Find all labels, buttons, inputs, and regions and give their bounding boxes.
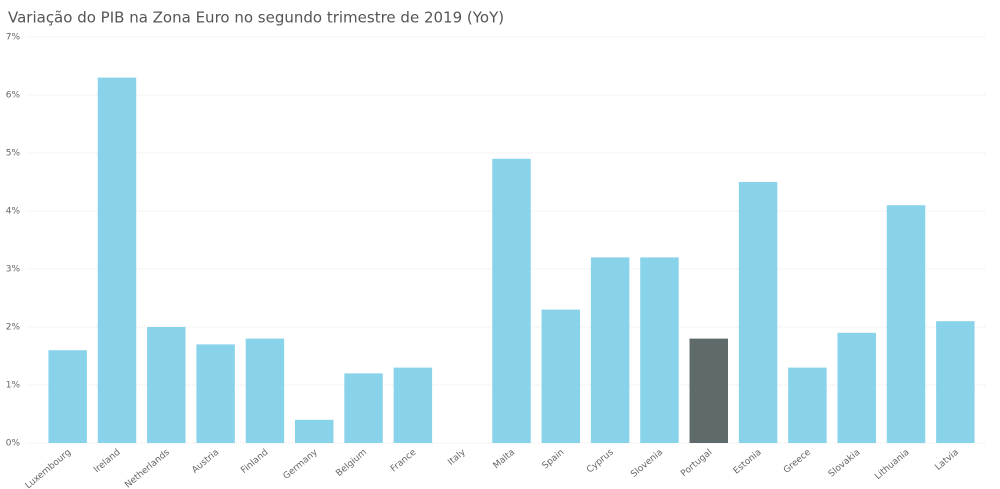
bar bbox=[936, 321, 975, 443]
x-tick-label: Slovenia bbox=[629, 448, 665, 480]
bar bbox=[393, 367, 433, 443]
y-tick-label: 2% bbox=[6, 323, 21, 333]
bar bbox=[541, 309, 581, 443]
bar bbox=[590, 257, 630, 443]
x-tick-label: Estonia bbox=[732, 448, 764, 477]
x-tick-label: Slovakia bbox=[827, 448, 862, 480]
x-tick-label: Greece bbox=[782, 447, 813, 476]
bar bbox=[837, 332, 876, 443]
bar bbox=[886, 205, 926, 443]
x-tick-label: Finland bbox=[239, 448, 270, 476]
bar bbox=[492, 158, 531, 444]
x-tick-label: Lithuania bbox=[873, 448, 911, 482]
x-tick-label: Luxembourg bbox=[24, 448, 73, 489]
y-tick-label: 4% bbox=[6, 207, 21, 217]
y-tick-label: 6% bbox=[6, 91, 21, 101]
bar bbox=[640, 257, 679, 443]
x-tick-label: Italy bbox=[446, 447, 468, 468]
bar bbox=[295, 419, 334, 443]
bar bbox=[344, 373, 383, 443]
bar bbox=[245, 338, 285, 443]
bar bbox=[147, 327, 186, 443]
bar bbox=[738, 182, 778, 443]
x-tick-label: Austria bbox=[190, 448, 221, 476]
x-tick-label: France bbox=[389, 447, 419, 474]
x-tick-label: Latvia bbox=[933, 448, 960, 473]
y-tick-label: 3% bbox=[6, 265, 21, 275]
x-tick-label: Netherlands bbox=[123, 447, 172, 489]
bar bbox=[689, 338, 728, 443]
y-tick-label: 0% bbox=[6, 439, 21, 449]
x-tick-label: Belgium bbox=[334, 448, 369, 479]
x-tick-label: Germany bbox=[282, 447, 321, 482]
x-tick-label: Cyprus bbox=[585, 447, 616, 475]
bar bbox=[97, 77, 137, 443]
x-tick-label: Spain bbox=[541, 448, 567, 472]
x-tick-label: Malta bbox=[492, 448, 517, 472]
bar bbox=[48, 350, 87, 443]
y-tick-label: 7% bbox=[6, 33, 21, 43]
chart-title: Variação do PIB na Zona Euro no segundo … bbox=[8, 9, 504, 27]
y-tick-label: 5% bbox=[6, 149, 21, 159]
y-tick-label: 1% bbox=[6, 381, 21, 391]
x-tick-label: Portugal bbox=[679, 448, 714, 480]
bar bbox=[788, 367, 827, 443]
bar bbox=[196, 344, 235, 443]
x-tick-label: Ireland bbox=[92, 448, 122, 476]
